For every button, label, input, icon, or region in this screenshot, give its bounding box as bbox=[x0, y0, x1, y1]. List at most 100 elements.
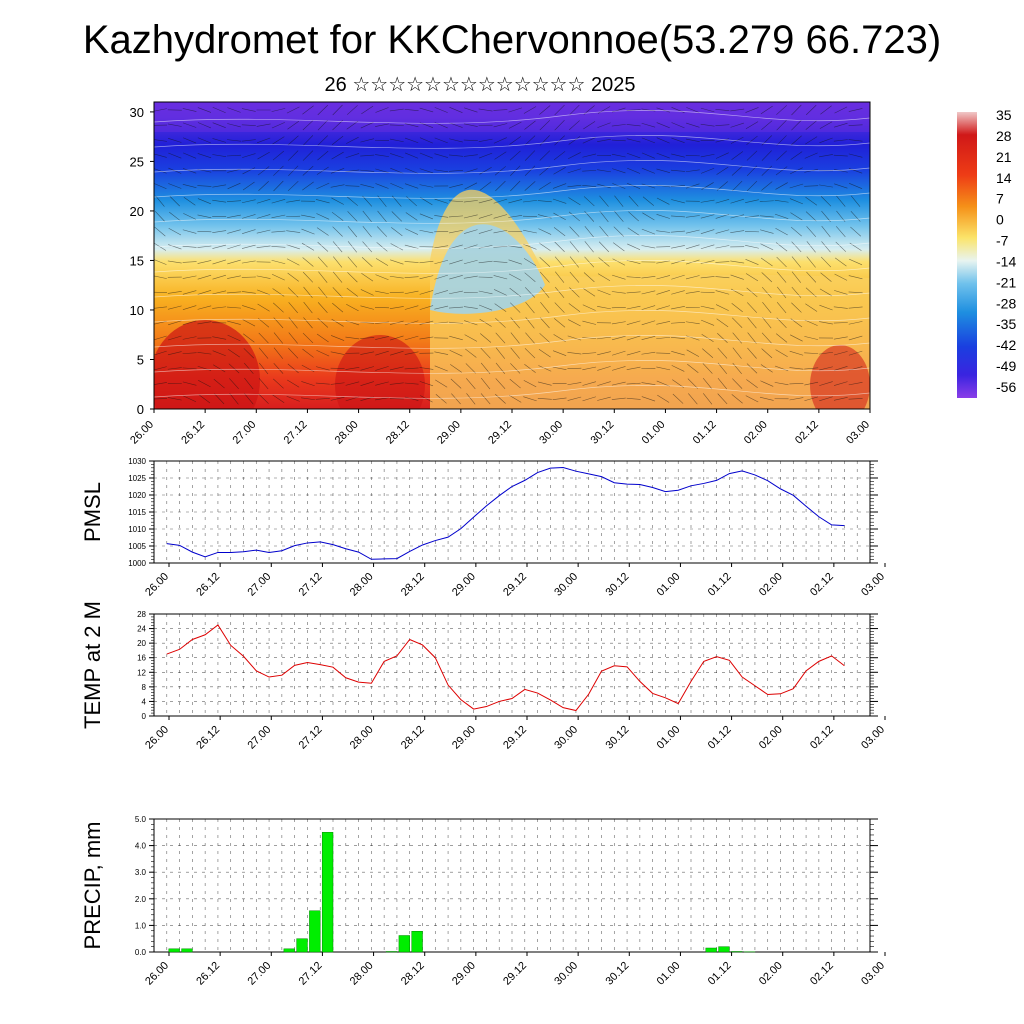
wind-barb bbox=[641, 167, 656, 174]
wind-barb bbox=[700, 305, 715, 310]
wind-barb bbox=[168, 227, 182, 236]
y-tick-label: 16 bbox=[137, 654, 146, 663]
wind-barb bbox=[715, 290, 730, 295]
wind-barb bbox=[404, 290, 419, 295]
heatmap-field bbox=[154, 102, 870, 409]
wind-barb bbox=[568, 319, 581, 327]
wind-barb bbox=[848, 306, 863, 309]
wind-barb bbox=[345, 381, 360, 386]
wind-barb bbox=[582, 170, 597, 172]
wind-barb bbox=[154, 382, 167, 385]
x-tick-label: 27.00 bbox=[245, 960, 273, 988]
wind-barb bbox=[671, 245, 685, 249]
wind-barb bbox=[554, 135, 565, 146]
x-tick-label: 27.12 bbox=[297, 724, 325, 752]
wind-barb bbox=[776, 271, 787, 283]
wind-barb bbox=[611, 321, 626, 325]
wind-barb bbox=[390, 350, 404, 356]
wind-barb bbox=[761, 165, 773, 176]
wind-barb bbox=[833, 381, 848, 386]
wind-barb bbox=[671, 137, 685, 143]
wind-barb bbox=[834, 183, 848, 189]
wind-barb bbox=[317, 302, 328, 314]
wind-barb bbox=[761, 272, 773, 283]
wind-barb bbox=[702, 377, 713, 390]
wind-barb bbox=[332, 302, 344, 313]
wind-barb bbox=[301, 381, 315, 387]
wind-barb bbox=[346, 287, 359, 297]
wind-barb bbox=[464, 168, 478, 174]
wind-barb bbox=[849, 242, 862, 251]
wind-barb bbox=[626, 291, 641, 294]
wind-barb bbox=[671, 337, 685, 339]
wind-barb bbox=[182, 245, 197, 248]
wind-barb bbox=[463, 275, 478, 279]
wind-barb bbox=[510, 317, 520, 329]
wind-barb bbox=[539, 135, 550, 146]
wind-barb bbox=[582, 366, 597, 371]
wind-barb bbox=[182, 122, 197, 128]
wind-barb bbox=[287, 180, 299, 192]
wind-barb bbox=[493, 261, 508, 263]
wind-barb bbox=[420, 197, 433, 206]
wind-barb bbox=[717, 393, 728, 405]
wind-barb bbox=[361, 272, 374, 282]
wind-barb bbox=[582, 304, 596, 311]
wind-barb bbox=[671, 365, 685, 372]
wind-barb bbox=[154, 259, 167, 265]
wind-barb bbox=[776, 256, 787, 268]
x-tick-label: 02.00 bbox=[742, 419, 770, 447]
wind-barb bbox=[241, 108, 256, 112]
wind-barb bbox=[494, 151, 507, 160]
wind-barb bbox=[700, 276, 715, 279]
wind-barb bbox=[730, 214, 745, 219]
wind-barb bbox=[404, 351, 419, 355]
wind-barb bbox=[628, 195, 639, 207]
y-tick-label: 25 bbox=[130, 154, 144, 169]
wind-barb bbox=[641, 382, 656, 385]
heatmap-warm-core bbox=[810, 345, 870, 409]
wind-barb bbox=[508, 215, 523, 218]
wind-barb bbox=[685, 321, 700, 325]
wind-barb bbox=[303, 286, 313, 298]
wind-barb bbox=[449, 122, 463, 128]
wind-barb bbox=[331, 318, 344, 327]
wind-barb bbox=[656, 305, 671, 310]
wind-barb bbox=[791, 241, 802, 253]
wind-barb bbox=[347, 272, 358, 283]
wind-barb bbox=[641, 396, 656, 402]
wind-barb bbox=[583, 288, 596, 297]
isotherm-contour bbox=[154, 310, 870, 324]
wind-barb bbox=[168, 138, 182, 143]
colorbar-label: -7 bbox=[996, 233, 1009, 249]
wind-barb bbox=[478, 108, 493, 112]
wind-barb bbox=[256, 214, 271, 219]
x-tick-label: 30.12 bbox=[588, 419, 616, 447]
wind-barb bbox=[524, 287, 536, 298]
wind-barb bbox=[346, 304, 359, 312]
wind-barb bbox=[197, 214, 212, 219]
wind-barb bbox=[554, 241, 565, 252]
wind-barb bbox=[287, 120, 300, 130]
wind-barb bbox=[703, 393, 713, 405]
wind-barb bbox=[226, 154, 242, 157]
wind-barb bbox=[671, 274, 685, 280]
wind-barb bbox=[466, 378, 476, 390]
wind-barb bbox=[271, 214, 286, 219]
x-tick-label: 27.00 bbox=[245, 571, 273, 599]
wind-barb bbox=[538, 228, 552, 235]
wind-barb bbox=[744, 231, 760, 233]
wind-barb bbox=[567, 168, 582, 174]
wind-barb bbox=[182, 229, 197, 234]
wind-barb bbox=[286, 395, 300, 402]
wind-barb bbox=[288, 347, 299, 359]
wind-barb bbox=[228, 349, 240, 358]
wind-barb bbox=[523, 380, 537, 388]
wind-barb bbox=[584, 241, 594, 253]
wind-barb bbox=[404, 305, 419, 310]
wind-barb bbox=[271, 274, 285, 281]
wind-barb bbox=[599, 195, 609, 207]
wind-barb bbox=[272, 394, 285, 404]
wind-barb bbox=[390, 167, 404, 174]
wind-barb bbox=[154, 226, 166, 237]
